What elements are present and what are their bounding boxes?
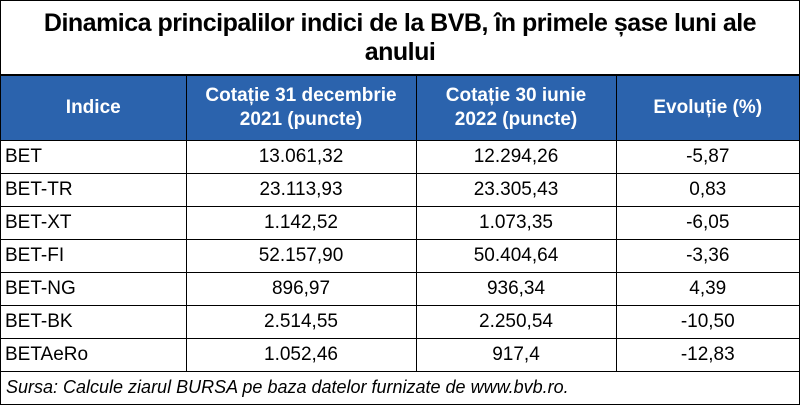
table-cell: BET [1,140,187,174]
column-header-text: Cotație 31 decembrie 2021 (puncte) [205,85,397,130]
source-note: Sursa: Calcule ziarul BURSA pe baza date… [6,377,569,397]
table-body: BET 13.061,32 12.294,26 -5,87 BET-TR 23.113,9… [1,140,799,372]
table-cell: 896,97 [185,272,417,306]
table-row: BET-FI 52.157,90 50.404,64 -3,36 [1,239,799,273]
table-cell: -3,36 [615,239,799,273]
table-cell: BETAeRo [1,338,187,372]
table-row: BET-BK 2.514,55 2.250,54 -10,50 [1,305,799,339]
column-header-text: Evoluție (%) [653,97,763,118]
column-header: Cotație 30 iunie 2022 (puncte) [415,75,617,141]
header-row: Indice Cotație 31 decembrie 2021 (puncte)… [1,75,799,141]
table-cell: 13.061,32 [185,140,417,174]
table-cell: BET-XT [1,206,187,240]
table-cell: BET-BK [1,305,187,339]
column-header: Evoluție (%) [615,75,799,141]
column-header: Cotație 31 decembrie 2021 (puncte) [185,75,417,141]
table-cell: 23.113,93 [185,173,417,207]
table-cell: -5,87 [615,140,799,174]
table-row: BETAeRo 1.052,46 917,4 -12,83 [1,338,799,372]
table-cell: 50.404,64 [415,239,617,273]
table-cell: 1.142,52 [185,206,417,240]
table-row: BET 13.061,32 12.294,26 -5,87 [1,140,799,174]
table-cell: -12,83 [615,338,799,372]
table-row: BET-TR 23.113,93 23.305,43 0,83 [1,173,799,207]
table-row: BET-NG 896,97 936,34 4,39 [1,272,799,306]
table-cell: 52.157,90 [185,239,417,273]
table-cell: 1.052,46 [185,338,417,372]
table-cell: -6,05 [615,206,799,240]
table-cell: 0,83 [615,173,799,207]
table-row: BET-XT 1.142,52 1.073,35 -6,05 [1,206,799,240]
table-cell: BET-TR [1,173,187,207]
table-cell: 12.294,26 [415,140,617,174]
column-header: Indice [1,75,187,141]
table-cell: 4,39 [615,272,799,306]
table-cell: BET-NG [1,272,187,306]
table-cell: 917,4 [415,338,617,372]
table-cell: -10,50 [615,305,799,339]
table-cell: 2.250,54 [415,305,617,339]
table-cell: 23.305,43 [415,173,617,207]
column-header-text: Indice [65,97,121,118]
column-header-text: Cotație 30 iunie 2022 (puncte) [445,85,587,130]
table-cell: 2.514,55 [185,305,417,339]
table-cell: 1.073,35 [415,206,617,240]
table: Indice Cotație 31 decembrie 2021 (puncte)… [1,75,799,372]
table-cell: 936,34 [415,272,617,306]
table-cell: BET-FI [1,239,187,273]
title: Dinamica principalilor indici de la BVB,… [1,1,799,75]
